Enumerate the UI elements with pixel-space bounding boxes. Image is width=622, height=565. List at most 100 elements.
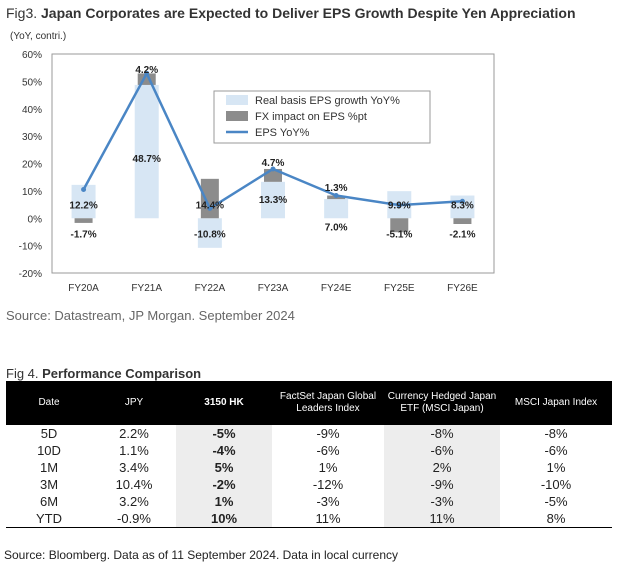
cell-3150hk: -2% <box>176 476 272 493</box>
data-labels: 12.2% 48.7% -10.8% 13.3% 7.0% 9.9% 8.3% -1.7% 4.… <box>69 65 475 240</box>
y-tick-label: 30% <box>22 132 42 143</box>
figure3-title-text: Japan Corporates are Expected to Deliver… <box>41 5 576 21</box>
real-eps-bar <box>324 199 349 219</box>
figure3-title: Fig3. Japan Corporates are Expected to D… <box>6 5 576 21</box>
real-eps-label: -10.8% <box>194 229 226 240</box>
x-tick-label: FY26E <box>447 283 478 294</box>
real-eps-bar <box>261 181 285 219</box>
fx-impact-label: 4.7% <box>262 158 285 169</box>
real-eps-label: 8.3% <box>451 201 474 212</box>
fx-impact-bar <box>200 178 219 219</box>
header-date: Date <box>6 381 92 425</box>
cell-3150hk: -4% <box>176 442 272 459</box>
cell-jpy: 10.4% <box>115 477 153 492</box>
x-tick-label: FY22A <box>195 283 226 294</box>
cell-3150hk: 1% <box>176 493 272 510</box>
legend-label-eps: EPS YoY% <box>255 127 310 139</box>
cell-date: 1M <box>39 460 59 475</box>
real-eps-bars <box>71 84 475 248</box>
eps-line-point <box>396 202 402 208</box>
figure3-source: Source: Datastream, JP Morgan. September… <box>6 308 295 323</box>
cell-3150hk: -5% <box>176 425 272 442</box>
y-tick-label: 20% <box>22 160 42 171</box>
real-eps-label: 9.9% <box>388 201 411 212</box>
legend-swatch-fx <box>226 111 248 121</box>
eps-chart: 60%50%40%30%20%10%0%-10%-20% FY20A FY21A F… <box>19 50 495 294</box>
real-eps-label: 7.0% <box>325 222 348 233</box>
cell-factset: -3% <box>316 494 340 509</box>
eps-line <box>81 70 465 211</box>
fx-impact-label: -1.7% <box>71 229 97 240</box>
performance-table: Date JPY 3150 HK FactSet Japan Global Le… <box>6 381 612 528</box>
y-axis: 60% 50% 40% 30% 20% 10% 0% -10% -20% <box>19 50 42 280</box>
cell-hedged-etf: -3% <box>384 493 500 510</box>
table-row: 10D 1.1% -4% -6% -6% -6% <box>6 442 612 459</box>
cell-jpy: 3.4% <box>119 460 149 475</box>
y-tick-label: 60% <box>22 50 42 61</box>
real-eps-bar <box>134 84 159 219</box>
cell-msci-japan: -5% <box>544 494 568 509</box>
table-row: 5D 2.2% -5% -9% -8% -8% <box>6 425 612 442</box>
header-jpy: JPY <box>92 381 176 425</box>
real-eps-bar <box>197 218 222 248</box>
table-header-row: Date JPY 3150 HK FactSet Japan Global Le… <box>6 381 612 425</box>
cell-hedged-etf: -6% <box>384 442 500 459</box>
cell-3150hk: 10% <box>176 510 272 528</box>
table-row: 3M 10.4% -2% -12% -9% -10% <box>6 476 612 493</box>
cell-msci-japan: -8% <box>544 426 568 441</box>
legend: Real basis EPS growth YoY% FX impact on … <box>213 90 431 144</box>
eps-line-point <box>270 166 276 172</box>
x-tick-label: FY25E <box>384 283 415 294</box>
cell-jpy: 1.1% <box>119 443 149 458</box>
legend-box <box>213 90 431 144</box>
legend-swatch-real <box>226 95 248 105</box>
cell-date: 3M <box>39 477 59 492</box>
eps-line-point <box>81 187 87 193</box>
fx-impact-bar <box>74 218 93 223</box>
y-axis-unit: (YoY, contri.) <box>10 31 67 42</box>
header-3150hk: 3150 HK <box>176 381 272 425</box>
legend-label-real: Real basis EPS growth YoY% <box>255 95 400 107</box>
cell-date: 5D <box>40 426 58 441</box>
cell-factset: -9% <box>316 426 340 441</box>
eps-line-point <box>207 205 213 211</box>
table-row: 6M 3.2% 1% -3% -3% -5% <box>6 493 612 510</box>
figure4-title: Fig 4. Performance Comparison <box>6 366 201 381</box>
cell-factset: -12% <box>312 477 344 492</box>
x-tick-label: FY23A <box>258 283 289 294</box>
x-tick-label: FY20A <box>68 283 99 294</box>
cell-msci-japan: 8% <box>500 510 612 528</box>
fx-impact-label: -5.1% <box>386 229 412 240</box>
fx-impact-label: -2.1% <box>449 229 475 240</box>
cell-hedged-etf: 2% <box>384 459 500 476</box>
eps-line-point <box>333 193 339 199</box>
cell-jpy: -0.9% <box>92 510 176 528</box>
table-source: Source: Bloomberg. Data as of 11 Septemb… <box>4 548 398 562</box>
header-factset: FactSet Japan Global Leaders Index <box>272 381 384 425</box>
fx-impact-bar <box>390 218 409 233</box>
cell-factset: 1% <box>318 460 338 475</box>
fx-impact-label: 1.3% <box>325 183 348 194</box>
cell-date: 6M <box>39 494 59 509</box>
fx-impact-bar <box>453 218 472 224</box>
cell-3150hk: 5% <box>176 459 272 476</box>
x-tick-label: FY21A <box>131 283 162 294</box>
y-tick-label: -20% <box>19 269 42 280</box>
legend-label-fx: FX impact on EPS %pt <box>255 111 367 123</box>
table-row: YTD -0.9% 10% 11% 11% 8% <box>6 510 612 528</box>
cell-msci-japan: -10% <box>540 477 572 492</box>
cell-date: YTD <box>6 510 92 528</box>
fx-impact-label: 4.2% <box>135 65 158 76</box>
eps-line-point <box>144 70 150 76</box>
x-axis: FY20A FY21A FY22A FY23A FY24E FY25E FY26E <box>68 283 478 294</box>
real-eps-label: 13.3% <box>259 195 287 206</box>
x-tick-label: FY24E <box>321 283 352 294</box>
figure3-number: Fig3. <box>6 5 38 21</box>
eps-line-point <box>459 198 465 204</box>
y-tick-label: 40% <box>22 105 42 116</box>
cell-factset: 11% <box>272 510 384 528</box>
real-eps-label: 48.7% <box>133 154 161 165</box>
fx-impact-bar <box>137 73 156 85</box>
y-tick-label: 50% <box>22 77 42 88</box>
real-eps-label: 12.2% <box>69 201 97 212</box>
